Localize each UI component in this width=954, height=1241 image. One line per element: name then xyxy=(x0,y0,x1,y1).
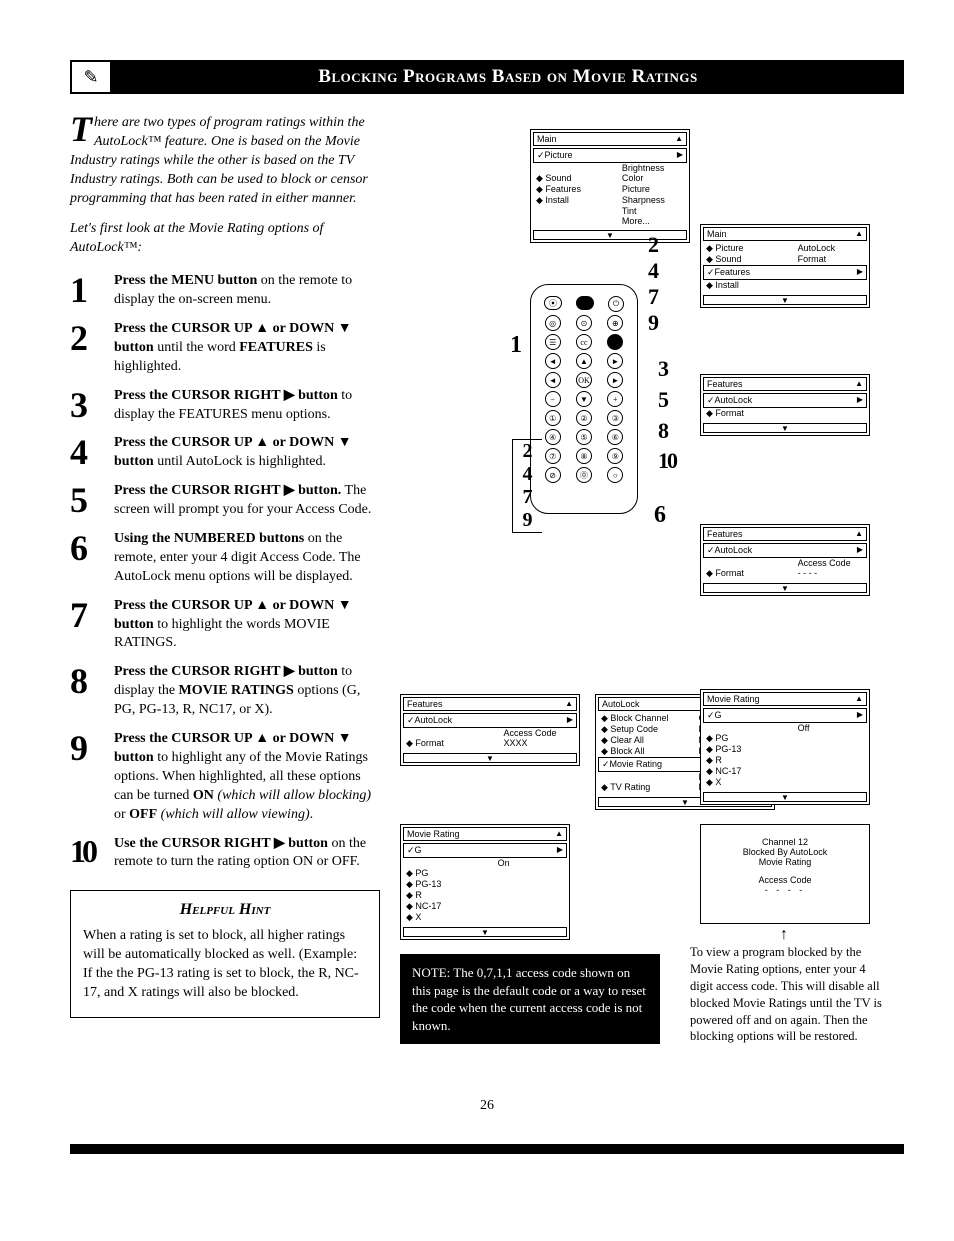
step-text: Press the CURSOR RIGHT ▶ button to displ… xyxy=(114,387,380,425)
step-text: Using the NUMBERED buttons on the remote… xyxy=(114,530,380,587)
osd-main-features: Main▲◆ PictureAutoLock◆ SoundFormat✓Feat… xyxy=(700,224,870,308)
step-number: 1 xyxy=(70,272,114,310)
step: 10Use the CURSOR RIGHT ▶ button on the r… xyxy=(70,835,380,873)
osd-movie-rating-off: Movie Rating▲✓G▶Off◆ PG◆ PG-13◆ R◆ NC-17… xyxy=(700,689,870,805)
callout-col-left: 2479 xyxy=(512,439,542,533)
subintro-text: Let's first look at the Movie Rating opt… xyxy=(70,220,380,258)
osd-features-autolock: Features▲✓AutoLock▶◆ Format▼ xyxy=(700,374,870,436)
callout-col-right2: 35810 xyxy=(658,354,676,477)
instructions-column: There are two types of program ratings w… xyxy=(70,114,380,1074)
callout-col-right1: 2479 xyxy=(648,232,659,336)
step-number: 4 xyxy=(70,434,114,472)
diagram-column: Main▲✓Picture▶Brightness◆ SoundColor◆ Fe… xyxy=(400,114,904,1074)
step-number: 7 xyxy=(70,597,114,654)
note-box: NOTE: The 0,7,1,1 access code shown on t… xyxy=(400,954,660,1044)
osd-main-picture: Main▲✓Picture▶Brightness◆ SoundColor◆ Fe… xyxy=(530,129,690,243)
hint-body: When a rating is set to block, all highe… xyxy=(83,927,367,1003)
step: 2Press the CURSOR UP ▲ or DOWN ▼ button … xyxy=(70,320,380,377)
page-number: 26 xyxy=(70,1098,904,1114)
step-text: Press the CURSOR UP ▲ or DOWN ▼ button u… xyxy=(114,434,380,472)
step-text: Press the CURSOR RIGHT ▶ button. The scr… xyxy=(114,482,380,520)
step: 6Using the NUMBERED buttons on the remot… xyxy=(70,530,380,587)
page-title: Blocking Programs Based on Movie Ratings xyxy=(112,60,904,94)
step: 1Press the MENU button on the remote to … xyxy=(70,272,380,310)
arrow-up-icon: ↑ xyxy=(780,926,788,944)
step-number: 6 xyxy=(70,530,114,587)
intro-text: There are two types of program ratings w… xyxy=(70,114,380,208)
osd-access-code-prompt: Features▲✓AutoLock▶Access Code◆ Format- … xyxy=(700,524,870,596)
osd-movie-rating-on: Movie Rating▲✓G▶On◆ PG◆ PG-13◆ R◆ NC-17◆… xyxy=(400,824,570,940)
step: 8Press the CURSOR RIGHT ▶ button to disp… xyxy=(70,663,380,720)
blocked-channel-screen: Channel 12 Blocked By AutoLock Movie Rat… xyxy=(700,824,870,924)
remote-illustration: ⦿⏻ ◎⊙⊕ ☰cc ◄▲► ◄OK► −▼+ ①②③ ④⑤⑥ ⑦⑧⑨ ⊘⓪○ xyxy=(530,284,638,514)
step: 4Press the CURSOR UP ▲ or DOWN ▼ button … xyxy=(70,434,380,472)
bottom-bar xyxy=(70,1144,904,1154)
step-number: 2 xyxy=(70,320,114,377)
step-text: Press the CURSOR UP ▲ or DOWN ▼ button t… xyxy=(114,597,380,654)
callout-1: 1 xyxy=(508,332,524,359)
step-text: Press the MENU button on the remote to d… xyxy=(114,272,380,310)
step: 7Press the CURSOR UP ▲ or DOWN ▼ button … xyxy=(70,597,380,654)
step: 5Press the CURSOR RIGHT ▶ button. The sc… xyxy=(70,482,380,520)
step-number: 8 xyxy=(70,663,114,720)
step-number: 10 xyxy=(70,835,114,873)
note-icon: ✎ xyxy=(70,60,112,94)
step-number: 3 xyxy=(70,387,114,425)
step-text: Press the CURSOR UP ▲ or DOWN ▼ button u… xyxy=(114,320,380,377)
dropcap: T xyxy=(70,114,94,144)
step-text: Press the CURSOR UP ▲ or DOWN ▼ button t… xyxy=(114,730,380,824)
step: 3Press the CURSOR RIGHT ▶ button to disp… xyxy=(70,387,380,425)
step-text: Press the CURSOR RIGHT ▶ button to displ… xyxy=(114,663,380,720)
step-number: 5 xyxy=(70,482,114,520)
hint-title: Helpful Hint xyxy=(83,901,367,919)
osd-access-code-entered: Features▲✓AutoLock▶Access Code◆ FormatXX… xyxy=(400,694,580,766)
step: 9Press the CURSOR UP ▲ or DOWN ▼ button … xyxy=(70,730,380,824)
title-bar: ✎ Blocking Programs Based on Movie Ratin… xyxy=(70,60,904,94)
step-text: Use the CURSOR RIGHT ▶ button on the rem… xyxy=(114,835,380,873)
helpful-hint-box: Helpful Hint When a rating is set to blo… xyxy=(70,890,380,1018)
view-blocked-text: To view a program blocked by the Movie R… xyxy=(690,944,890,1045)
callout-6: 6 xyxy=(652,502,668,529)
step-number: 9 xyxy=(70,730,114,824)
